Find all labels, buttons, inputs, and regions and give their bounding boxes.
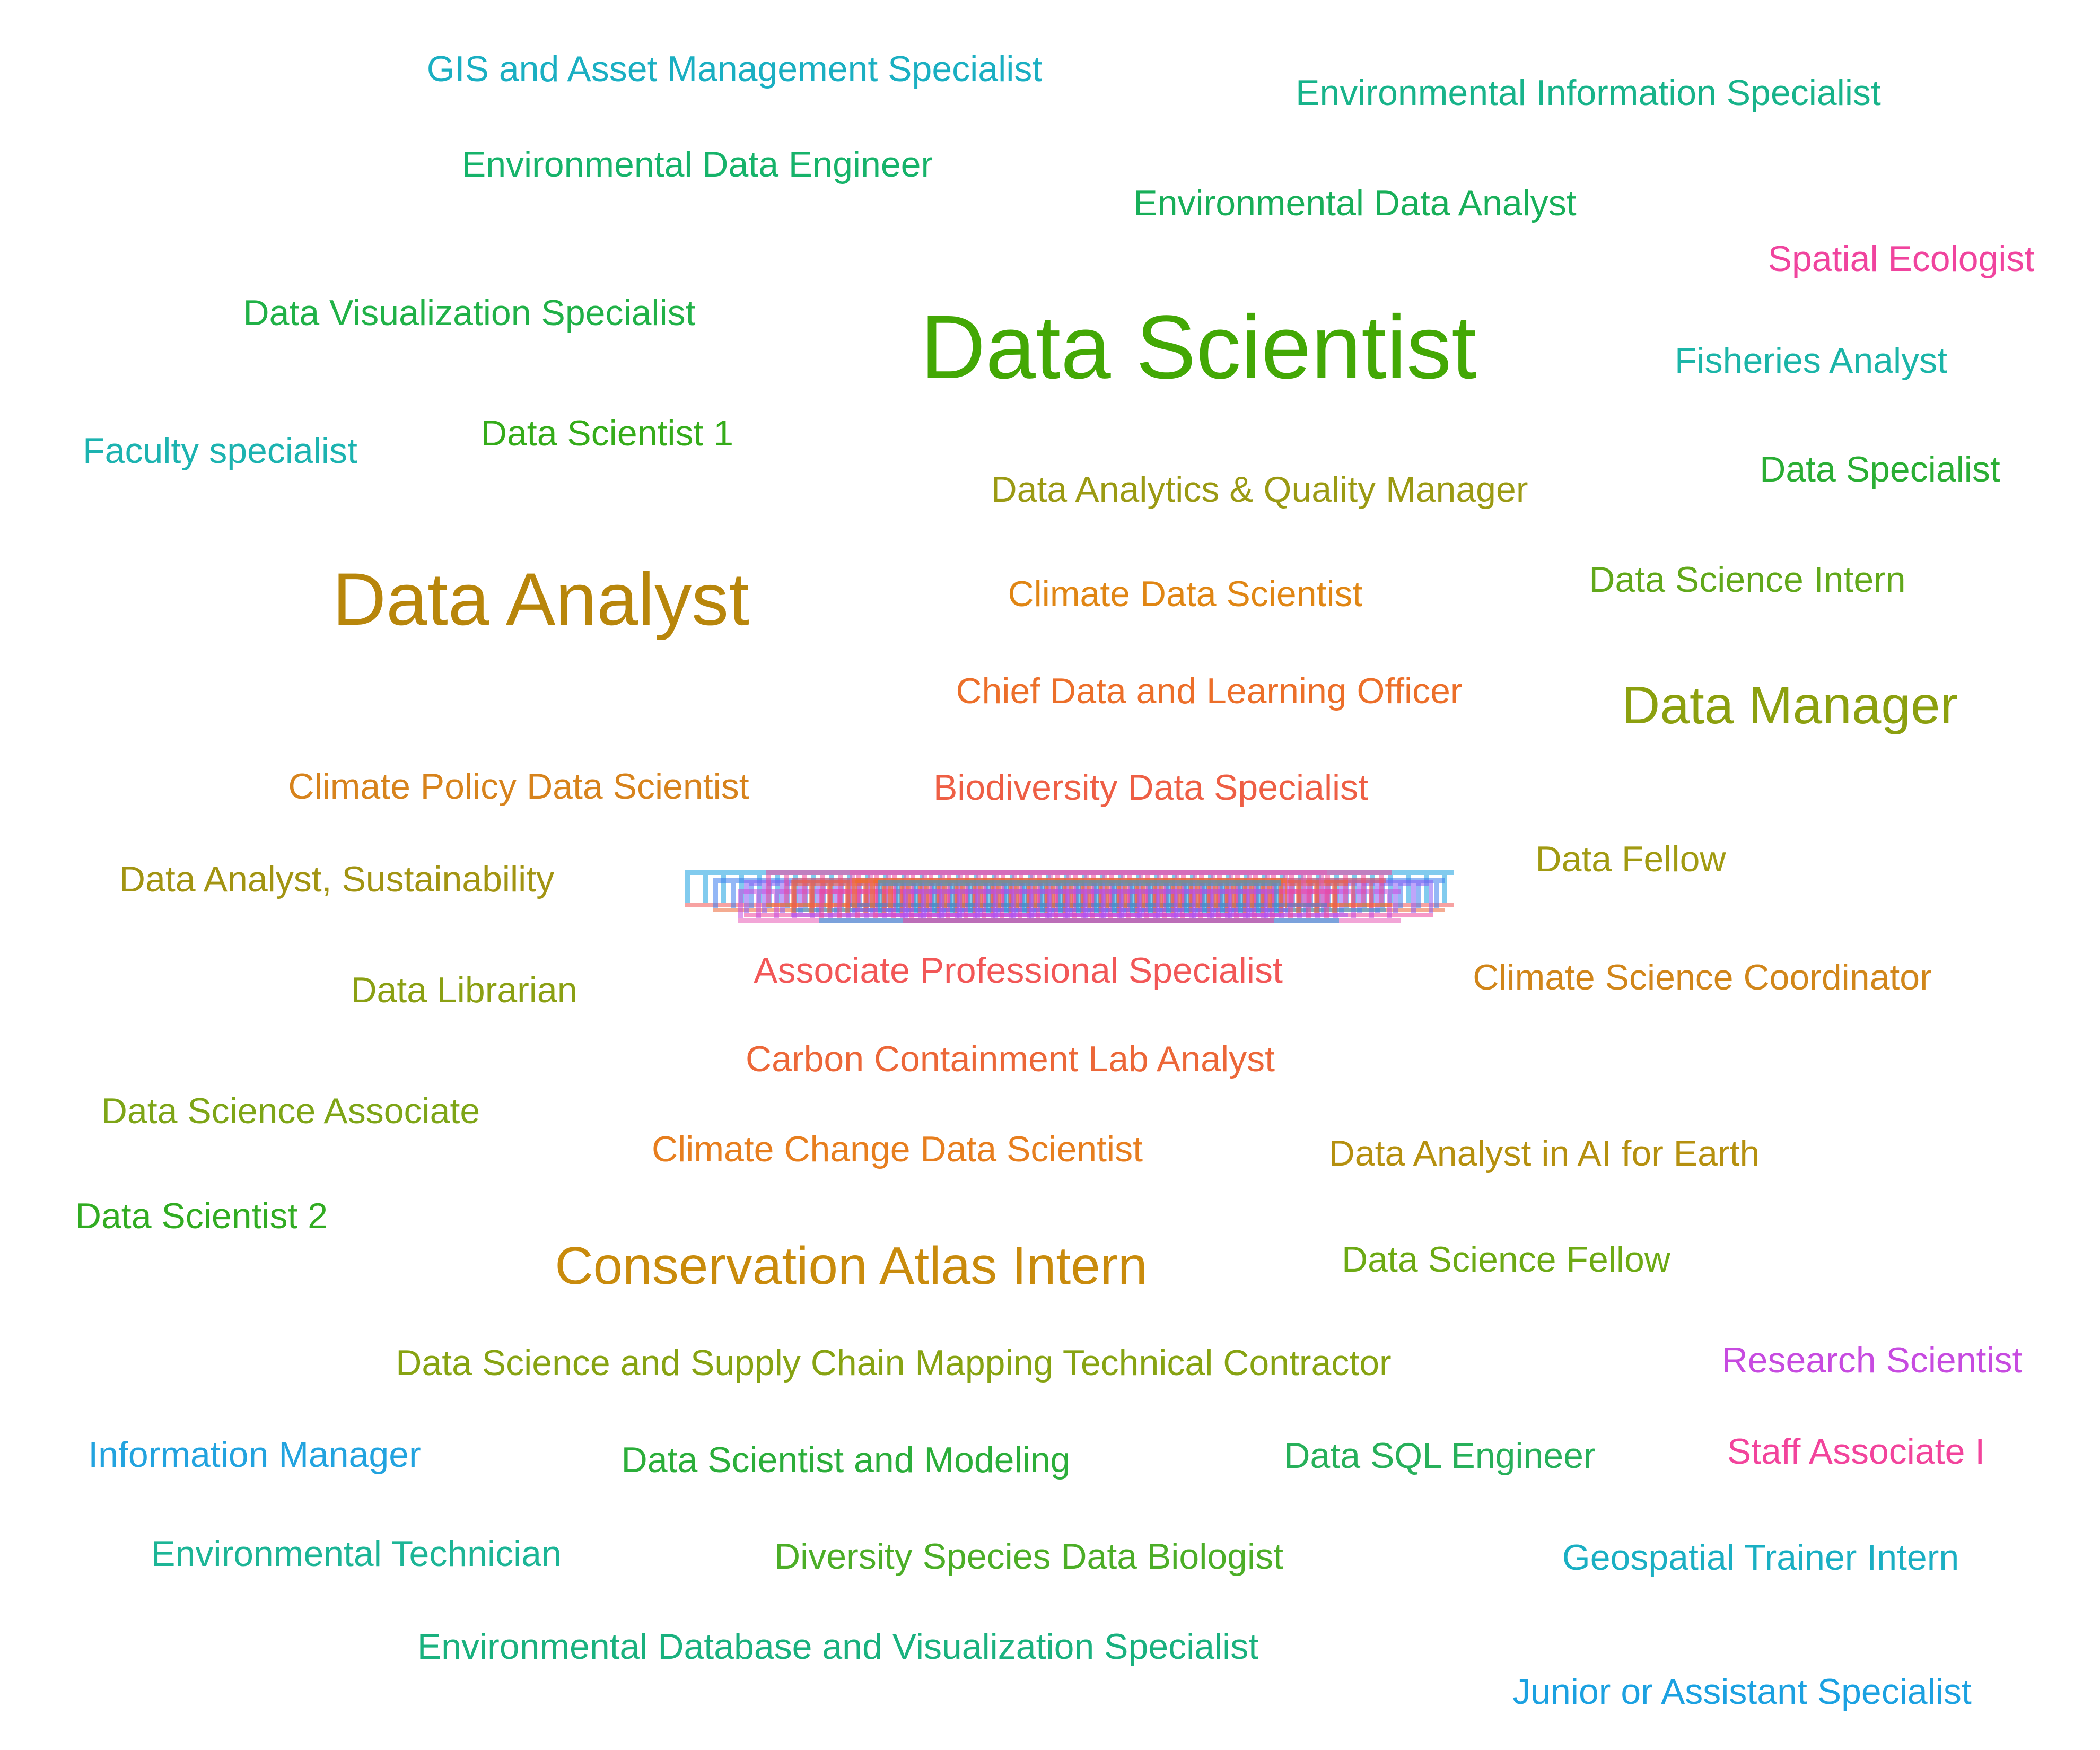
word-data-scientist-and-modeling: Data Scientist and Modeling — [621, 1440, 1071, 1480]
word-data-science-associate: Data Science Associate — [101, 1091, 480, 1131]
word-environmental-technician: Environmental Technician — [151, 1534, 562, 1574]
word-data-science-and-supply-chain-mapping-technical-contractor: Data Science and Supply Chain Mapping Te… — [396, 1343, 1392, 1383]
word-data-sql-engineer: Data SQL Engineer — [1284, 1436, 1596, 1476]
word-biodiversity-data-specialist: Biodiversity Data Specialist — [933, 767, 1369, 808]
word-data-manager: Data Manager — [1622, 676, 1958, 735]
word-research-scientist: Research Scientist — [1721, 1340, 2023, 1380]
word-data-scientist-2: Data Scientist 2 — [75, 1196, 328, 1236]
word-diversity-species-data-biologist: Diversity Species Data Biologist — [774, 1536, 1283, 1577]
word-climate-change-data-scientist: Climate Change Data Scientist — [651, 1129, 1143, 1169]
word-environmental-database-and-visualization-specialist: Environmental Database and Visualization… — [417, 1626, 1259, 1667]
word-climate-policy-data-scientist: Climate Policy Data Scientist — [288, 766, 749, 807]
word-data-specialist: Data Specialist — [1760, 449, 2000, 489]
word-data-analyst-in-ai-for-earth: Data Analyst in AI for Earth — [1328, 1133, 1760, 1174]
word-data-science-fellow: Data Science Fellow — [1342, 1239, 1670, 1280]
word-data-analytics-quality-manager: Data Analytics & Quality Manager — [991, 469, 1528, 510]
word-staff-associate-i: Staff Associate I — [1727, 1431, 1985, 1472]
word-fisheries-analyst: Fisheries Analyst — [1675, 340, 1947, 381]
word-gis-and-asset-management-specialist: GIS and Asset Management Specialist — [426, 49, 1043, 89]
overlapping-word-12 — [903, 889, 1274, 923]
word-chief-data-and-learning-officer: Chief Data and Learning Officer — [956, 671, 1463, 711]
word-junior-or-assistant-specialist: Junior or Assistant Specialist — [1512, 1672, 1972, 1712]
word-data-scientist-1: Data Scientist 1 — [480, 413, 734, 453]
word-data-scientist: Data Scientist — [920, 297, 1477, 398]
word-spatial-ecologist: Spatial Ecologist — [1768, 239, 2035, 279]
word-data-analyst: Data Analyst — [332, 557, 749, 641]
word-data-fellow: Data Fellow — [1535, 839, 1726, 879]
word-geospatial-trainer-intern: Geospatial Trainer Intern — [1562, 1537, 1959, 1578]
word-information-manager: Information Manager — [88, 1434, 421, 1475]
word-carbon-containment-lab-analyst: Carbon Containment Lab Analyst — [746, 1039, 1275, 1079]
word-data-science-intern: Data Science Intern — [1589, 559, 1906, 600]
word-data-librarian: Data Librarian — [351, 970, 578, 1010]
word-data-visualization-specialist: Data Visualization Specialist — [243, 293, 696, 333]
word-faculty-specialist: Faculty specialist — [83, 431, 357, 471]
word-associate-professional-specialist: Associate Professional Specialist — [754, 950, 1283, 991]
word-data-analyst-sustainability: Data Analyst, Sustainability — [119, 859, 555, 899]
word-conservation-atlas-intern: Conservation Atlas Intern — [555, 1236, 1148, 1296]
word-environmental-information-specialist: Environmental Information Specialist — [1296, 73, 1881, 113]
word-climate-science-coordinator: Climate Science Coordinator — [1473, 957, 1932, 998]
word-climate-data-scientist: Climate Data Scientist — [1008, 574, 1363, 614]
word-environmental-data-engineer: Environmental Data Engineer — [461, 144, 933, 185]
word-environmental-data-analyst: Environmental Data Analyst — [1133, 183, 1577, 223]
